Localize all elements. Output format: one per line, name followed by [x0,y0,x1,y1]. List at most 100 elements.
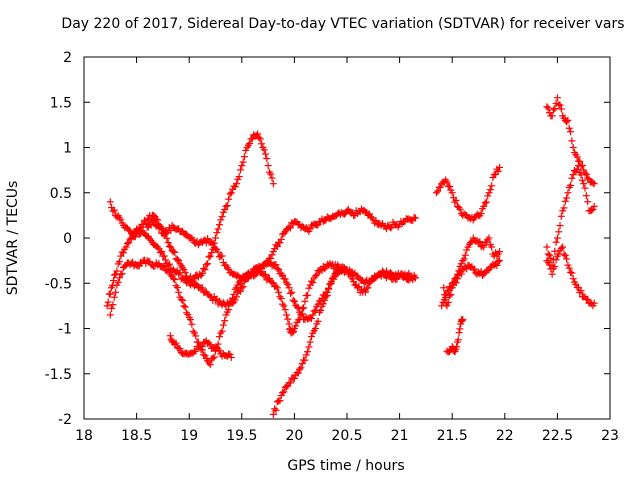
data-point-track-b [175,270,183,278]
data-point-track-c [233,180,241,188]
data-point-track-k [590,180,598,188]
data-point-track-b [123,240,131,248]
data-point-track-c [226,190,234,198]
data-point-track-d [261,270,269,278]
data-point-track-a [187,316,195,324]
data-point-track-a [179,296,187,304]
data-point-track-a [169,275,177,283]
data-point-track-d [298,305,306,313]
data-point-track-b [164,261,172,269]
data-point-track-f [271,405,279,413]
data-point-track-c [213,229,221,237]
x-tick-label: 22.5 [542,428,573,444]
plot-frame [83,56,611,420]
data-point-track-j [455,329,463,337]
data-point-track-f [319,300,327,308]
data-point-track-d [252,270,260,278]
data-point-track-c [255,134,263,142]
data-point-track-a [289,296,297,304]
data-point-track-c [239,158,247,166]
y-tick-label: 2 [63,50,72,66]
data-point-track-m [557,244,565,252]
data-point-track-d [284,315,292,323]
data-point-track-m [564,261,572,269]
data-point-track-i [447,291,455,299]
data-point-track-a [222,311,230,319]
data-point-track-f [331,270,339,278]
data-point-track-f [301,356,309,364]
data-point-track-k [563,118,571,126]
data-point-track-m [568,269,576,277]
data-point-track-c [143,216,151,224]
data-point-track-c [169,248,177,256]
data-point-track-a [188,320,196,328]
data-point-track-c [217,216,225,224]
data-point-track-e [227,353,235,361]
data-point-track-l [578,176,586,184]
data-points [103,94,598,418]
data-point-track-b [108,282,116,290]
data-point-track-h [476,238,484,246]
data-point-track-b [135,231,143,239]
data-point-track-d [313,271,321,279]
data-point-track-d [311,272,319,280]
data-point-track-f [343,266,351,274]
data-point-track-l [552,238,560,246]
data-point-track-h [460,255,468,263]
data-point-track-a [118,270,126,278]
data-point-track-d [289,328,297,336]
data-point-track-e [172,339,180,347]
data-point-track-c [171,248,179,256]
data-point-track-a [290,297,298,305]
data-point-track-k [567,128,575,136]
data-point-track-m [546,261,554,269]
data-point-track-g [432,189,440,197]
data-point-track-a [177,295,185,303]
data-point-track-b [119,249,127,257]
data-point-track-d [209,240,217,248]
data-point-track-a [288,288,296,296]
data-point-track-i [496,257,504,265]
data-point-track-l [560,204,568,212]
data-point-track-f [276,397,284,405]
x-tick-label: 22 [496,428,514,444]
data-point-track-k [543,103,551,111]
data-point-track-d [301,297,309,305]
data-point-track-a [109,301,117,309]
data-point-track-f [280,388,288,396]
data-point-track-b [260,261,268,269]
data-point-track-k [548,112,556,120]
data-point-track-c [221,206,229,214]
data-point-track-c [256,135,264,143]
data-point-track-a [284,280,292,288]
data-point-track-a [181,303,189,311]
data-point-track-f [321,296,329,304]
data-point-track-k [584,174,592,182]
data-point-track-c [165,242,173,250]
data-point-track-k [564,116,572,124]
data-point-track-d [273,284,281,292]
data-point-track-a [309,311,317,319]
data-point-track-i [443,302,451,310]
data-point-track-i [494,258,502,266]
data-point-track-d [272,282,280,290]
y-tick-label: -0.5 [45,276,72,292]
data-point-track-a [192,332,200,340]
x-tick-label: 19.5 [226,428,257,444]
data-point-track-d [327,261,335,269]
data-point-track-m [560,250,568,258]
data-point-track-f [283,382,291,390]
data-point-track-l [590,202,598,210]
data-point-track-f [277,392,285,400]
data-point-track-d [155,225,163,233]
data-point-track-l [553,234,561,242]
y-axis: -2 -1.5 -1 -0.5 0 0.5 1 1.5 2 [45,50,610,428]
data-point-track-f [325,285,333,293]
data-point-track-a [200,351,208,359]
data-point-track-a [172,282,180,290]
data-point-track-c [201,266,209,274]
data-point-track-f [304,348,312,356]
data-point-track-l [557,212,565,220]
data-point-track-b [165,260,173,268]
data-point-track-g [485,189,493,197]
